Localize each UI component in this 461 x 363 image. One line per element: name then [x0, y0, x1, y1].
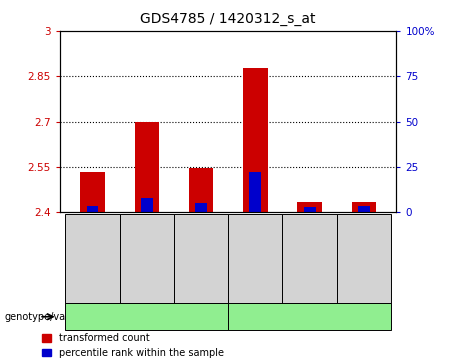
Bar — [352, 202, 376, 212]
Bar — [141, 198, 153, 212]
Text: GSM1327832: GSM1327832 — [360, 231, 368, 287]
Text: GSM1327831: GSM1327831 — [305, 231, 314, 287]
Text: GSM1327829: GSM1327829 — [196, 231, 206, 287]
Bar — [87, 206, 99, 212]
Text: SRC-2 null: SRC-2 null — [283, 312, 337, 322]
Text: GSM1327828: GSM1327828 — [142, 231, 151, 287]
Bar — [243, 68, 267, 212]
Title: GDS4785 / 1420312_s_at: GDS4785 / 1420312_s_at — [141, 12, 316, 26]
Text: genotype/variation: genotype/variation — [5, 312, 97, 322]
Bar — [80, 171, 105, 212]
Bar — [195, 203, 207, 212]
Text: GSM1327827: GSM1327827 — [88, 231, 97, 287]
Bar — [135, 122, 159, 212]
Legend: transformed count, percentile rank within the sample: transformed count, percentile rank withi… — [42, 333, 224, 358]
Text: wild type: wild type — [123, 312, 171, 322]
Bar — [304, 207, 316, 212]
Bar — [189, 168, 213, 212]
Text: GSM1327830: GSM1327830 — [251, 231, 260, 287]
Bar — [297, 202, 322, 212]
Bar — [358, 206, 370, 212]
Bar — [249, 171, 261, 212]
